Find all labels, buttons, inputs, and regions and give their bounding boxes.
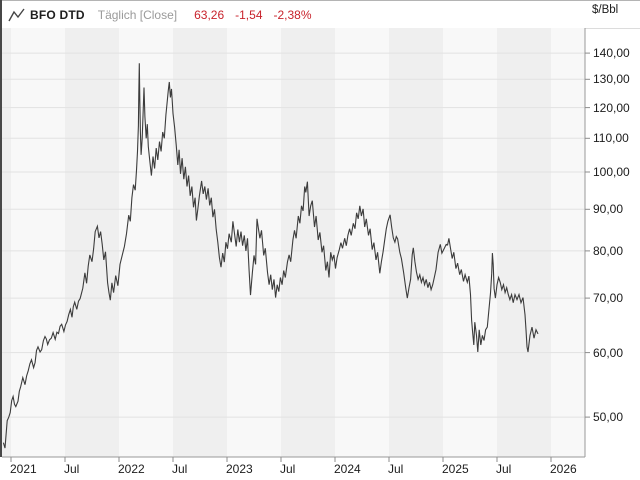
plot-band (65, 28, 119, 457)
line-chart-icon (8, 8, 25, 21)
plot-band (443, 28, 497, 457)
top-border (0, 0, 640, 1)
price-change-pct: -2,38% (273, 7, 312, 22)
plot-band (497, 28, 551, 457)
instrument-symbol: BFO DTD (30, 7, 85, 22)
chart-header: BFO DTD Täglich [Close] 63,26 -1,54 -2,3… (2, 1, 640, 28)
plot-band (119, 28, 173, 457)
plot-band (281, 28, 335, 457)
last-price: 63,26 (194, 7, 225, 22)
plot-band (2, 28, 11, 457)
price-change-abs: -1,54 (235, 7, 263, 22)
timeframe-label: Täglich [Close] (97, 7, 178, 22)
price-line (2, 63, 539, 449)
left-border (0, 0, 2, 457)
chart-plot-area[interactable] (2, 28, 585, 457)
y-axis-unit: $/Bbl (592, 4, 619, 16)
plot-band (11, 28, 65, 457)
plot-band (551, 28, 585, 457)
